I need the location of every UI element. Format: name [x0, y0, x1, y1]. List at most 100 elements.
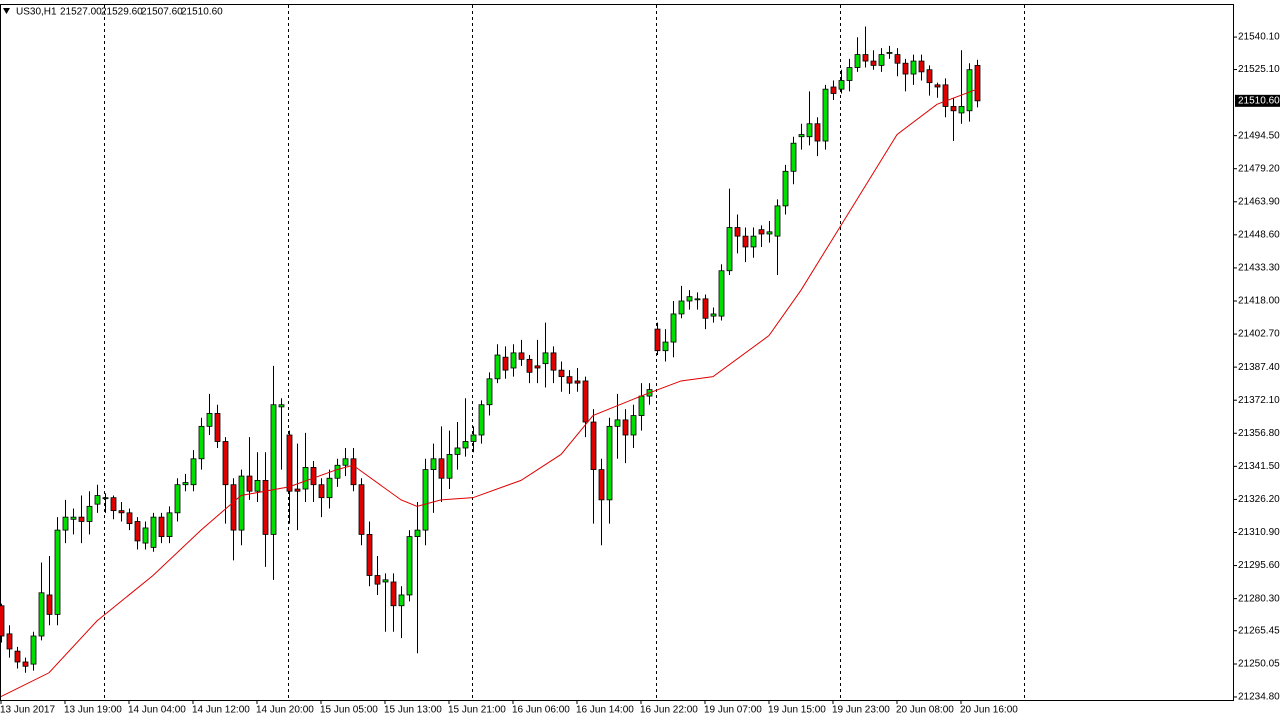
candle-body — [542, 352, 549, 365]
y-tick-label: 21326.20 — [1238, 494, 1280, 505]
x-tick-label: 15 Jun 05:00 — [320, 705, 378, 716]
candle-body — [558, 369, 565, 378]
candle-body — [758, 229, 765, 235]
candle-body — [270, 404, 277, 535]
candle-body — [46, 594, 53, 615]
candle-body — [254, 479, 261, 492]
y-tick-label: 21540.10 — [1238, 32, 1280, 43]
candle-body — [430, 458, 437, 470]
moving-average — [0, 88, 978, 697]
y-tick-label: 21402.70 — [1238, 329, 1280, 340]
candle-body — [334, 464, 341, 479]
candle-body — [150, 516, 157, 548]
candle-body — [774, 205, 781, 237]
period-separators — [104, 5, 1025, 700]
candle-body — [870, 60, 877, 66]
y-tick-label: 21448.60 — [1238, 229, 1280, 240]
header-open: 21527.00 — [60, 7, 102, 18]
candle-body — [510, 352, 517, 369]
candle-body — [614, 419, 621, 427]
candle-body — [582, 380, 589, 423]
candle-body — [958, 106, 965, 114]
candle-body — [246, 475, 253, 492]
candle-body — [526, 358, 533, 373]
candle-body — [62, 516, 69, 531]
candle-body — [654, 328, 661, 352]
candle-body — [566, 376, 573, 384]
candle-body — [822, 88, 829, 142]
candle-body — [286, 434, 293, 492]
candle-body — [918, 60, 925, 73]
candle-body — [350, 458, 357, 486]
candle-body — [198, 425, 205, 460]
candle-body — [926, 69, 933, 84]
candle-body — [262, 479, 269, 535]
candle-body — [974, 64, 981, 102]
y-tick-label: 21280.30 — [1238, 593, 1280, 604]
candle-body — [806, 123, 813, 138]
candle-body — [750, 235, 757, 248]
header-low: 21507.60 — [141, 7, 183, 18]
x-tick-label: 16 Jun 14:00 — [576, 705, 634, 716]
candle-body — [702, 298, 709, 319]
y-tick-label: 21433.30 — [1238, 263, 1280, 274]
candle-body — [30, 635, 37, 665]
candle-body — [398, 594, 405, 607]
last-price-label: 21510.60 — [1238, 95, 1280, 106]
candle-body — [686, 296, 693, 302]
candle-body — [886, 52, 893, 54]
candle-body — [638, 395, 645, 416]
candle-body — [310, 467, 317, 486]
last-price-box — [1235, 94, 1280, 107]
candle-body — [902, 62, 909, 75]
candle-body — [942, 84, 949, 107]
candle-body — [230, 484, 237, 531]
candle-body — [446, 454, 453, 479]
y-tick-label: 21265.45 — [1238, 625, 1280, 636]
y-tick-label: 21479.20 — [1238, 163, 1280, 174]
candle-body — [302, 467, 309, 490]
y-tick-label: 21494.50 — [1238, 130, 1280, 141]
symbol: US30,H1 — [16, 7, 57, 18]
candle-body — [694, 298, 701, 301]
candle-body — [470, 434, 477, 442]
candle-body — [158, 516, 165, 537]
candle-body — [622, 419, 629, 436]
candle-body — [502, 356, 509, 371]
candle-body — [222, 441, 229, 486]
x-tick-label: 14 Jun 20:00 — [256, 705, 314, 716]
candle-body — [718, 270, 725, 317]
candle-body — [38, 592, 45, 637]
candle-body — [166, 512, 173, 537]
candle-body — [934, 84, 941, 88]
candle-body — [454, 447, 461, 455]
header-close: 21510.60 — [181, 7, 223, 18]
candle-body — [358, 484, 365, 535]
y-tick-label: 21418.00 — [1238, 296, 1280, 307]
candle-body — [630, 415, 637, 436]
candle-body — [182, 482, 189, 486]
candle-body — [342, 458, 349, 466]
x-tick-label: 19 Jun 23:00 — [832, 705, 890, 716]
x-tick-label: 16 Jun 22:00 — [640, 705, 698, 716]
candle-body — [766, 231, 773, 235]
candle-body — [838, 80, 845, 90]
candle-body — [894, 54, 901, 64]
candle-body — [478, 404, 485, 436]
candle-body — [462, 441, 469, 449]
candle-body — [966, 69, 973, 112]
candle-body — [830, 86, 837, 94]
x-tick-label: 20 Jun 08:00 — [896, 705, 954, 716]
candle-body — [590, 421, 597, 470]
candle-body — [438, 458, 445, 479]
candle-body — [278, 404, 285, 408]
candle-body — [78, 516, 85, 522]
candle-body — [70, 516, 77, 520]
candle-body — [414, 529, 421, 537]
candle-body — [206, 412, 213, 427]
x-tick-label: 19 Jun 15:00 — [768, 705, 826, 716]
y-tick-label: 21250.05 — [1238, 659, 1280, 670]
candle-body — [910, 60, 917, 75]
candle-body — [318, 484, 325, 499]
